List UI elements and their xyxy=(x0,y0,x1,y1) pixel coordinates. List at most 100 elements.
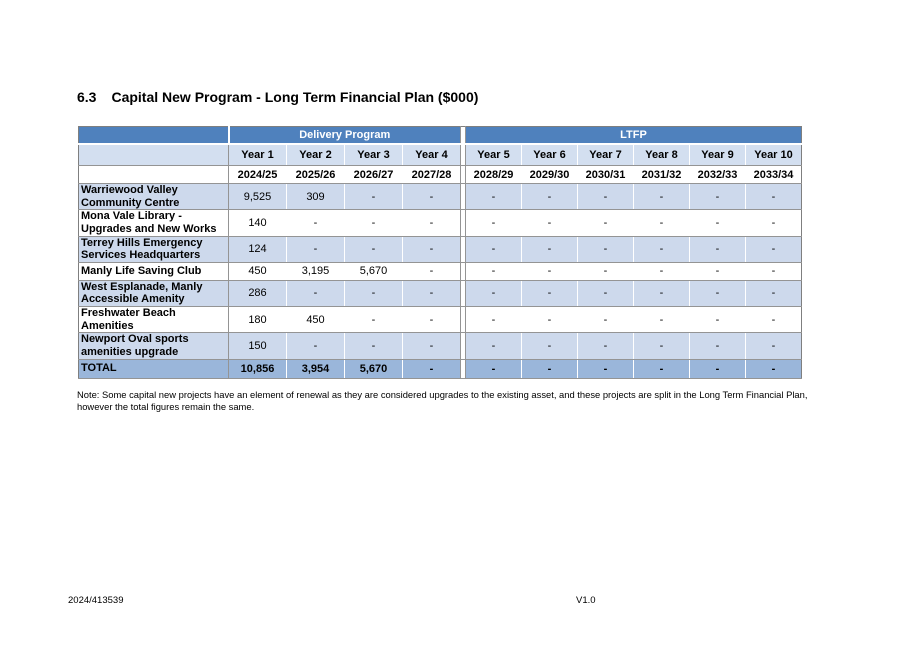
value-cell: - xyxy=(402,209,461,237)
value-cell: - xyxy=(286,236,345,263)
year-column-header: Year 8 xyxy=(633,144,690,166)
value-cell: - xyxy=(465,183,522,211)
value-cell: - xyxy=(633,262,690,281)
value-cell: - xyxy=(689,306,746,334)
value-cell: - xyxy=(521,262,578,281)
value-cell: - xyxy=(577,236,634,263)
value-cell: - xyxy=(521,280,578,308)
period-row-corner-cell xyxy=(78,165,229,184)
total-value-cell: - xyxy=(689,359,746,379)
period-column-header: 2028/29 xyxy=(465,165,522,184)
year-column-header: Year 1 xyxy=(228,144,287,166)
table-row: Manly Life Saving Club 450 3,195 5,670- - - - -… xyxy=(78,262,802,281)
year-column-header: Year 7 xyxy=(577,144,634,166)
table-row: Warriewood Valley Community Centre 9,525 3… xyxy=(78,183,802,211)
year-column-header: Year 9 xyxy=(689,144,746,166)
value-cell: - xyxy=(745,236,802,263)
project-row-label: Mona Vale Library - Upgrades and New Wor… xyxy=(78,209,229,237)
value-cell: - xyxy=(577,280,634,308)
year-column-header: Year 2 xyxy=(286,144,345,166)
value-cell: - xyxy=(286,280,345,308)
table-corner-cell xyxy=(78,126,229,145)
period-column-header: 2024/25 xyxy=(228,165,287,184)
value-cell: - xyxy=(402,332,461,360)
value-cell: - xyxy=(745,262,802,281)
footnote: Note: Some capital new projects have an … xyxy=(77,389,808,413)
value-cell: - xyxy=(521,306,578,334)
period-column-header: 2030/31 xyxy=(577,165,634,184)
value-cell: - xyxy=(344,306,403,334)
table-row: Year 1 Year 2 Year 3 Year 4 Year 5 Year 6 Year… xyxy=(78,144,802,166)
value-cell: - xyxy=(633,332,690,360)
table-row: TOTAL 10,856 3,954 5,670- - - - - - - xyxy=(78,359,802,379)
table-row: Terrey Hills Emergency Services Headquar… xyxy=(78,236,802,263)
period-column-header: 2027/28 xyxy=(402,165,461,184)
year-column-header: Year 6 xyxy=(521,144,578,166)
year-column-header: Year 4 xyxy=(402,144,461,166)
value-cell: 124 xyxy=(228,236,287,263)
table-row: Freshwater Beach Amenities 180 450- - - - - - - - xyxy=(78,306,802,334)
value-cell: - xyxy=(344,332,403,360)
total-value-cell: - xyxy=(521,359,578,379)
value-cell: - xyxy=(521,332,578,360)
value-cell: - xyxy=(745,306,802,334)
value-cell: - xyxy=(344,280,403,308)
project-row-label: Warriewood Valley Community Centre xyxy=(78,183,229,211)
value-cell: - xyxy=(633,183,690,211)
value-cell: 286 xyxy=(228,280,287,308)
value-cell: - xyxy=(745,183,802,211)
value-cell: - xyxy=(745,209,802,237)
delivery-program-band-header: Delivery Program xyxy=(227,126,461,145)
total-value-cell: - xyxy=(745,359,802,379)
value-cell: - xyxy=(689,183,746,211)
value-cell: 450 xyxy=(228,262,287,281)
value-cell: - xyxy=(521,236,578,263)
year-row-corner-cell xyxy=(78,144,229,166)
value-cell: - xyxy=(577,332,634,360)
value-cell: - xyxy=(577,306,634,334)
value-cell: - xyxy=(465,262,522,281)
period-column-header: 2033/34 xyxy=(745,165,802,184)
value-cell: - xyxy=(633,306,690,334)
table-row: Delivery Program LTFP xyxy=(78,126,802,145)
value-cell: - xyxy=(344,183,403,211)
value-cell: - xyxy=(402,262,461,281)
value-cell: - xyxy=(577,183,634,211)
value-cell: 180 xyxy=(228,306,287,334)
value-cell: 140 xyxy=(228,209,287,237)
value-cell: - xyxy=(745,280,802,308)
value-cell: - xyxy=(402,306,461,334)
table-row: 2024/25 2025/26 2026/27 2027/28 2028/29 2029/… xyxy=(78,165,802,184)
section-number: 6.3 xyxy=(77,89,97,105)
value-cell: - xyxy=(344,209,403,237)
period-column-header: 2029/30 xyxy=(521,165,578,184)
value-cell: - xyxy=(402,280,461,308)
period-column-header: 2031/32 xyxy=(633,165,690,184)
total-value-cell: 10,856 xyxy=(228,359,287,379)
value-cell: - xyxy=(689,332,746,360)
value-cell: - xyxy=(286,332,345,360)
footer-version-number: V1.0 xyxy=(576,595,596,606)
project-row-label: Freshwater Beach Amenities xyxy=(78,306,229,334)
section-title-text: Capital New Program - Long Term Financia… xyxy=(111,89,479,105)
total-value-cell: 5,670 xyxy=(344,359,403,379)
year-column-header: Year 5 xyxy=(465,144,522,166)
project-row-label: Manly Life Saving Club xyxy=(78,262,229,281)
financial-table-body: Delivery Program LTFP Year 1 Year 2 Year 3 Ye… xyxy=(78,126,802,379)
value-cell: - xyxy=(577,209,634,237)
period-column-header: 2032/33 xyxy=(689,165,746,184)
total-row-label: TOTAL xyxy=(78,359,229,379)
value-cell: 450 xyxy=(286,306,345,334)
ltfp-band-header: LTFP xyxy=(465,126,802,145)
value-cell: - xyxy=(465,236,522,263)
total-value-cell: 3,954 xyxy=(286,359,345,379)
total-value-cell: - xyxy=(402,359,461,379)
value-cell: - xyxy=(689,262,746,281)
value-cell: - xyxy=(465,209,522,237)
value-cell: - xyxy=(633,209,690,237)
value-cell: - xyxy=(465,332,522,360)
value-cell: - xyxy=(577,262,634,281)
table-row: West Esplanade, Manly Accessible Amenity… xyxy=(78,280,802,308)
value-cell: 9,525 xyxy=(228,183,287,211)
project-row-label: West Esplanade, Manly Accessible Amenity xyxy=(78,280,229,308)
